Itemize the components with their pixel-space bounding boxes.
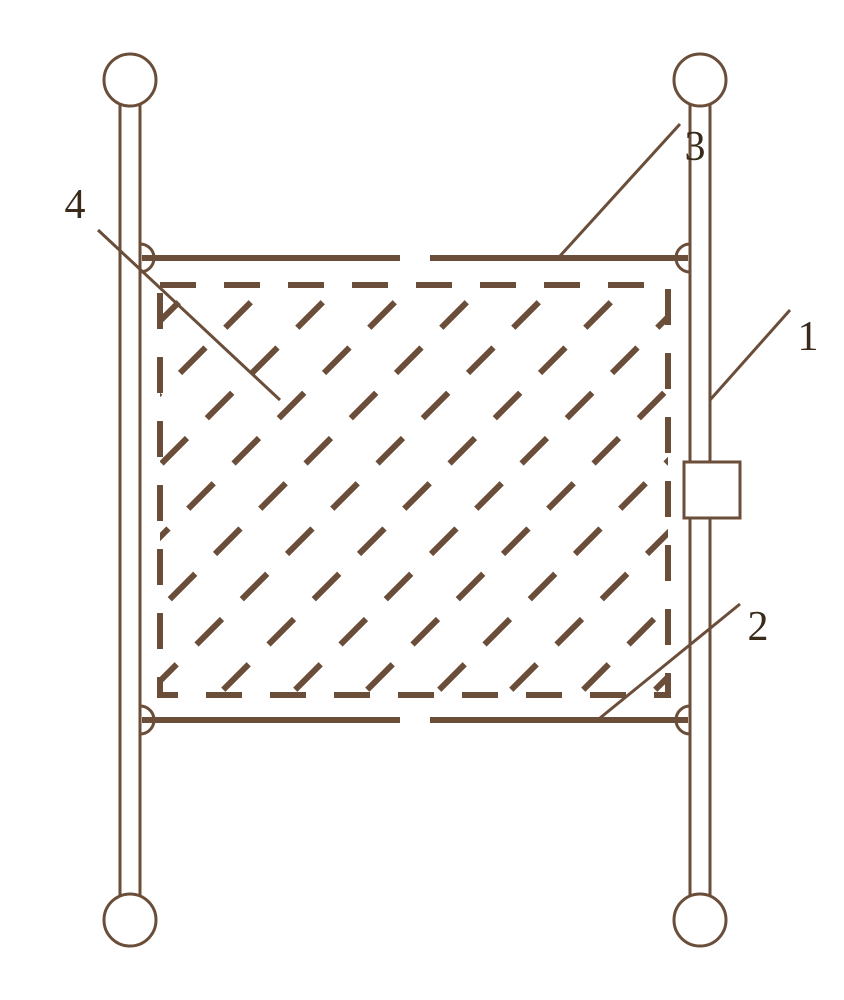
- callout-label-1: 1: [798, 314, 819, 360]
- callout-label-3: 3: [685, 124, 706, 170]
- callout-label-4: 4: [65, 182, 86, 228]
- endcap-top-right: [674, 54, 726, 106]
- endcap-bottom-left: [104, 894, 156, 946]
- callout-leader-1: [710, 310, 790, 400]
- endcap-bottom-right: [674, 894, 726, 946]
- endcap-top-left: [104, 54, 156, 106]
- latch-box: [684, 462, 740, 518]
- callout-label-2: 2: [748, 604, 769, 650]
- net-outline: [160, 285, 668, 695]
- callout-leader-3: [560, 124, 680, 256]
- net-hatch: [0, 0, 844, 735]
